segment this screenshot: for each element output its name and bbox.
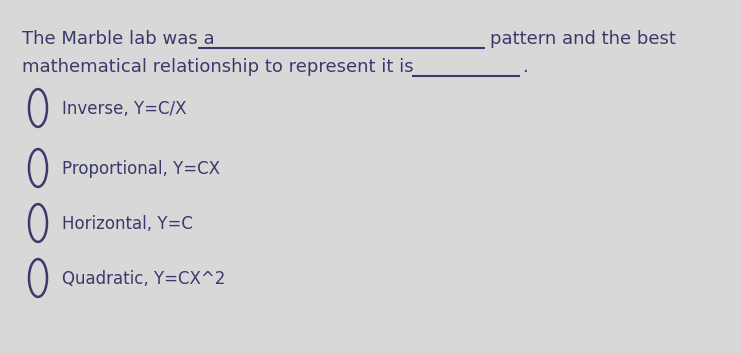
Text: mathematical relationship to represent it is: mathematical relationship to represent i…	[22, 58, 413, 76]
Text: Proportional, Y=CX: Proportional, Y=CX	[62, 160, 220, 178]
Text: .: .	[522, 58, 528, 76]
Text: Quadratic, Y=CX^2: Quadratic, Y=CX^2	[62, 270, 225, 288]
Text: Inverse, Y=C/X: Inverse, Y=C/X	[62, 100, 187, 118]
Text: The Marble lab was a: The Marble lab was a	[22, 30, 215, 48]
Text: Horizontal, Y=C: Horizontal, Y=C	[62, 215, 193, 233]
Text: pattern and the best: pattern and the best	[490, 30, 676, 48]
